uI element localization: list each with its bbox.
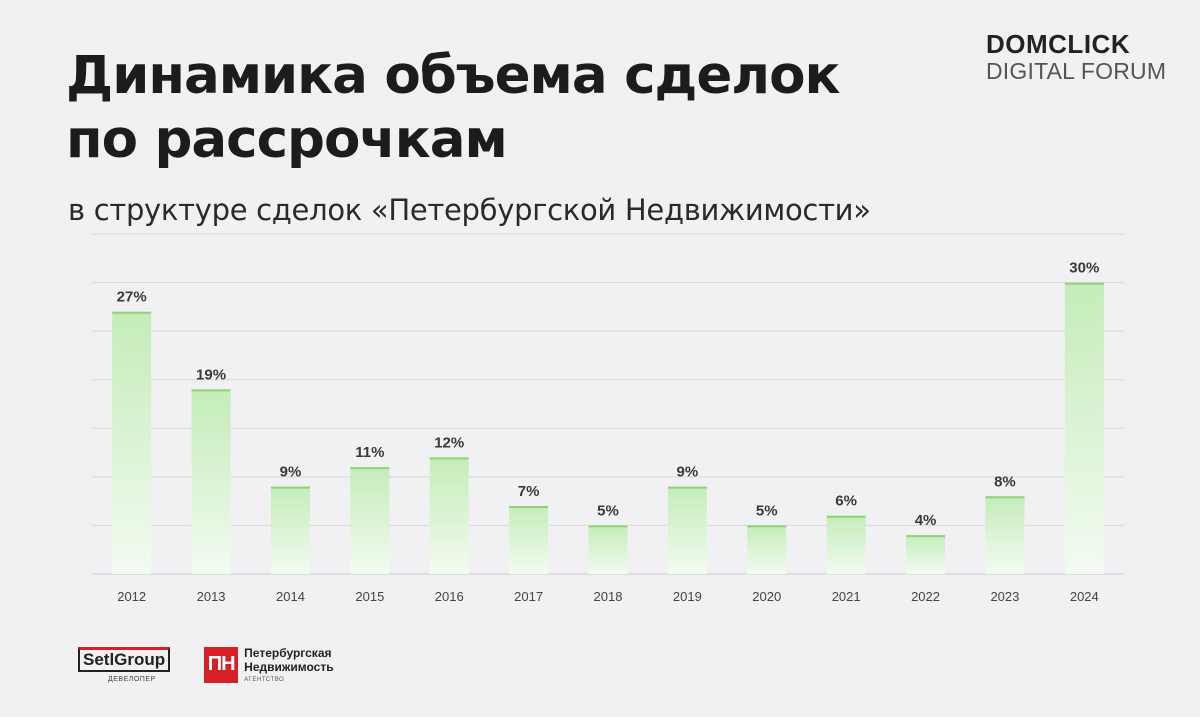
pn-logo-mark: ПН [204, 646, 239, 683]
x-tick-label: 2018 [594, 589, 623, 604]
x-tick-label: 2019 [673, 589, 702, 604]
pn-logo: ПН Петербургская Недвижимость АГЕНТСТВО [204, 646, 334, 683]
bar-2019 [667, 486, 707, 574]
title-line-2: по рассрочкам [66, 109, 508, 170]
bar-2023 [985, 496, 1025, 574]
value-label: 9% [280, 464, 302, 481]
x-tick-label: 2013 [197, 589, 226, 604]
grid-layer [92, 233, 1124, 575]
x-tick-label: 2016 [435, 589, 464, 604]
value-label: 8% [994, 473, 1016, 490]
pn-logo-line-1: Петербургская [244, 646, 332, 660]
x-tick-label: 2020 [752, 589, 781, 604]
bar-2014 [270, 486, 310, 574]
x-tick-label: 2022 [911, 589, 940, 604]
bar-2022 [906, 535, 946, 574]
value-label: 7% [518, 483, 540, 500]
bar-2015 [350, 467, 390, 574]
title-line-1: Динамика объема сделок [66, 45, 840, 106]
bar-2024 [1064, 282, 1104, 574]
value-label: 30% [1069, 260, 1099, 277]
tick-layer: 2012 2013 2014 2015 2016 2017 2018 2019 2020 2021… [117, 589, 1099, 604]
footer-logos: SetlGroup ДЕВЕЛОПЕР ПН Петербургская Нед… [78, 646, 334, 683]
x-tick-label: 2015 [355, 589, 384, 604]
page-subtitle: в структуре сделок «Петербургской Недвиж… [68, 193, 871, 227]
value-label: 12% [434, 434, 464, 451]
value-label: 19% [196, 366, 226, 383]
x-tick-label: 2017 [514, 589, 543, 604]
bar-2013 [191, 389, 231, 574]
setl-group-name: SetlGroup [78, 646, 171, 672]
value-label: 5% [756, 502, 778, 519]
bar-2016 [429, 457, 469, 574]
domclick-logo: DOMCLICK DIGITAL FORUM [986, 30, 1186, 84]
setl-group-logo: SetlGroup ДЕВЕЛОПЕР [78, 646, 171, 683]
x-tick-label: 2012 [117, 589, 146, 604]
bar-layer [112, 282, 1104, 574]
pn-logo-tag: АГЕНТСТВО [244, 677, 285, 683]
pn-logo-line-2: Недвижимость [244, 660, 334, 674]
page-title: Динамика объема сделок по рассрочкам [66, 44, 840, 172]
bar-2012 [112, 311, 152, 574]
x-tick-label: 2024 [1070, 589, 1099, 604]
value-label: 27% [117, 289, 147, 306]
value-label: 6% [835, 493, 857, 510]
bar-2017 [509, 506, 549, 574]
setl-group-tag: ДЕВЕЛОПЕР [108, 675, 156, 683]
bar-2020 [747, 525, 787, 574]
label-layer: 27% 19% 9% 11% 12% 7% 5% 9% 5% 6% 4% 8% 30% [117, 260, 1100, 530]
value-label: 11% [355, 444, 384, 461]
value-label: 4% [915, 512, 937, 529]
bar-2018 [588, 525, 628, 574]
value-label: 9% [677, 464, 699, 481]
x-tick-label: 2021 [832, 589, 861, 604]
x-tick-label: 2023 [990, 589, 1019, 604]
value-label: 5% [597, 502, 619, 519]
x-tick-label: 2014 [276, 589, 305, 604]
brand-main: DOMCLICK [986, 29, 1131, 59]
brand-sub: DIGITAL FORUM [986, 58, 1167, 84]
bar-2021 [826, 515, 866, 574]
